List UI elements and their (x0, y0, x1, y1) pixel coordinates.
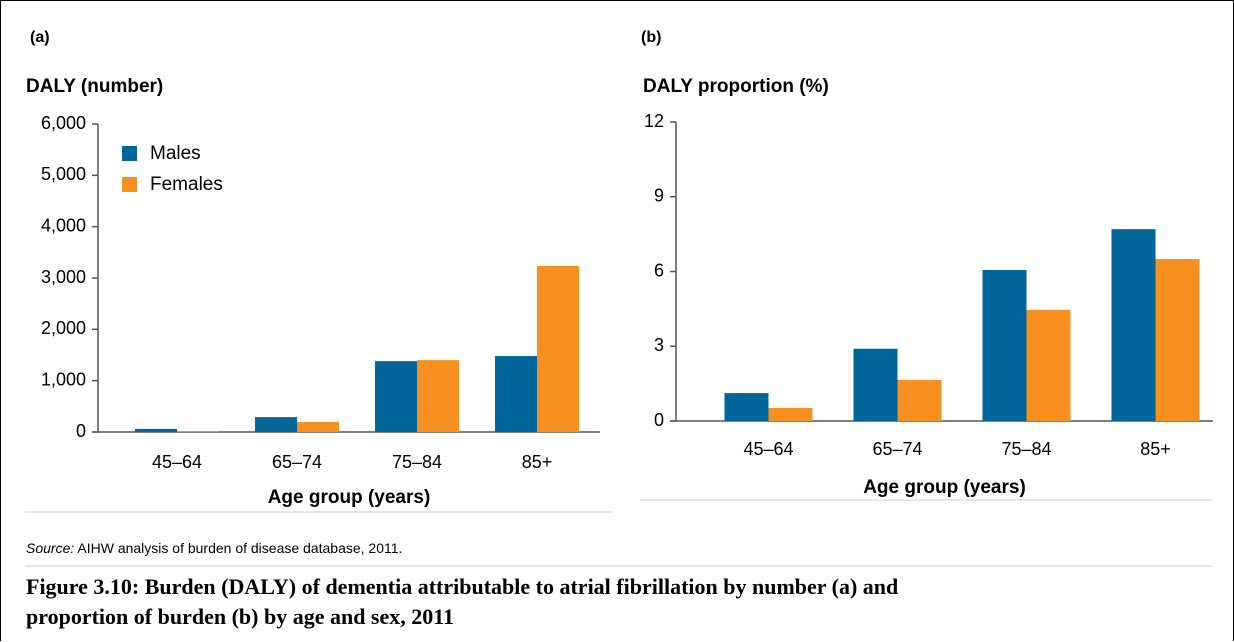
x-tick-label: 85+ (522, 452, 553, 472)
y-tick-label: 12 (644, 111, 664, 131)
bar (297, 421, 339, 432)
caption: Figure 3.10: Burden (DALY) of dementia a… (26, 574, 899, 629)
bar (135, 428, 177, 432)
x-tick-label: 85+ (1140, 439, 1171, 459)
bar (1111, 229, 1156, 421)
bar (417, 360, 459, 432)
x-axis-title: Age group (years) (863, 477, 1026, 498)
legend-label: Males (150, 143, 201, 164)
bar (768, 408, 813, 421)
source: Source: AIHW analysis of burden of disea… (26, 540, 402, 556)
panel-label: (b) (641, 29, 661, 46)
bar (1026, 309, 1071, 421)
x-axis-title: Age group (years) (268, 487, 431, 508)
x-tick-label: 65–74 (872, 439, 922, 459)
y-tick-label: 0 (76, 421, 86, 441)
bar (177, 431, 219, 432)
x-tick-label: 75–84 (1001, 439, 1051, 459)
bar (982, 270, 1027, 421)
x-tick-label: 65–74 (272, 452, 322, 472)
legend-swatch (122, 177, 137, 192)
x-tick-label: 75–84 (392, 452, 442, 472)
y-tick-label: 2,000 (41, 318, 86, 338)
y-tick-label: 6,000 (41, 113, 86, 133)
bar (1155, 259, 1200, 421)
y-tick-label: 5,000 (41, 164, 86, 184)
source-text: AIHW analysis of burden of disease datab… (77, 540, 403, 556)
bar (724, 393, 769, 421)
x-tick-label: 45–64 (743, 439, 793, 459)
y-tick-label: 1,000 (41, 369, 86, 389)
y-tick-label: 9 (654, 186, 664, 206)
bar (537, 265, 579, 432)
y-tick-label: 0 (654, 410, 664, 430)
bar (897, 379, 942, 421)
y-tick-label: 3 (654, 335, 664, 355)
y-tick-label: 6 (654, 260, 664, 280)
x-tick-label: 45–64 (152, 452, 202, 472)
bar (255, 417, 297, 432)
y-axis-title: DALY (number) (26, 76, 163, 97)
y-tick-label: 3,000 (41, 267, 86, 287)
bar (853, 348, 898, 421)
legend-swatch (122, 146, 137, 161)
legend-label: Females (150, 174, 223, 195)
y-tick-label: 4,000 (41, 215, 86, 235)
bar (495, 356, 537, 432)
bar (375, 361, 417, 432)
panel-label: (a) (30, 29, 50, 46)
source-label: Source: (26, 540, 75, 556)
y-axis-title: DALY proportion (%) (643, 76, 829, 97)
